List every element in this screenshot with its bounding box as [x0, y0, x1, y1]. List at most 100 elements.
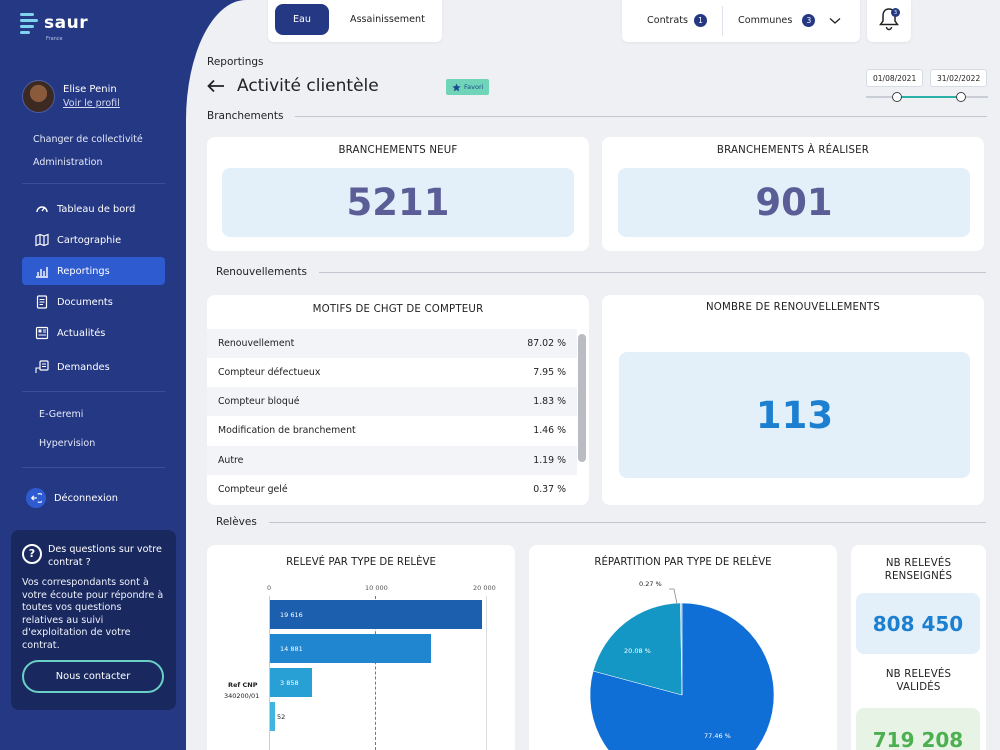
- kpi-value: 901: [618, 168, 970, 237]
- row-label: Renouvellement: [218, 338, 295, 349]
- row-value: 1.83 %: [533, 396, 566, 407]
- table-scrollbar[interactable]: [578, 334, 586, 462]
- user-name: Elise Penin: [63, 84, 117, 95]
- date-slider-start-handle[interactable]: [892, 92, 902, 102]
- toggle-assainissement[interactable]: Assainissement: [350, 14, 425, 25]
- brand-name: saur: [44, 13, 89, 33]
- bar-value-label: 3 858: [280, 678, 299, 687]
- notifications-button[interactable]: 3: [867, 0, 911, 42]
- date-end[interactable]: 31/02/2022: [930, 69, 988, 87]
- nav-tableau-de-bord[interactable]: Tableau de bord: [22, 195, 165, 223]
- kpi-card-nb-renouvellements: NOMBRE DE RENOUVELLEMENTS 113: [602, 295, 984, 505]
- question-icon: ?: [22, 544, 42, 564]
- divider: [22, 183, 165, 184]
- chart-title: RÉPARTITION PAR TYPE DE RELÈVE: [594, 557, 772, 568]
- y-group-sublabel: 340200/01: [224, 692, 260, 700]
- card-title: NOMBRE DE RENOUVELLEMENTS: [705, 302, 881, 313]
- y-axis-line: [269, 596, 270, 750]
- filter-label: Communes: [738, 15, 793, 26]
- brand-country: France: [46, 36, 63, 42]
- row-label: Compteur défectueux: [218, 367, 321, 378]
- chart-title: RELEVÉ PAR TYPE DE RELÈVE: [286, 557, 436, 568]
- notification-badge: 3: [891, 8, 900, 17]
- card-title: BRANCHEMENTS NEUF: [338, 145, 458, 156]
- kpi-card-branchements-neuf: BRANCHEMENTS NEUF 5211: [207, 137, 589, 251]
- bar[interactable]: 52: [270, 702, 285, 731]
- pie-label: 20.08 %: [624, 647, 651, 655]
- nav-actualites[interactable]: Actualités: [22, 319, 165, 347]
- section-title: Branchements: [207, 110, 284, 122]
- x-tick-label: 20 000: [473, 584, 496, 592]
- pie-label: 0.27 %: [639, 580, 662, 588]
- bar[interactable]: 19 616: [270, 600, 482, 629]
- water-toggle: Eau Assainissement: [268, 0, 442, 42]
- communes-filter[interactable]: Communes 3: [738, 14, 841, 27]
- change-collectivite-link[interactable]: Changer de collectivité: [33, 134, 143, 145]
- nav-cartographie[interactable]: Cartographie: [22, 226, 165, 254]
- nav-label: Documents: [57, 296, 113, 308]
- section-renouvellements: Renouvellements: [216, 266, 986, 278]
- gauge-icon: [35, 202, 49, 216]
- nav-documents[interactable]: Documents: [22, 288, 165, 316]
- bar-value-label: 52: [277, 712, 286, 721]
- brand-logo[interactable]: saur: [20, 12, 88, 34]
- x-tick-label: 0: [267, 584, 272, 592]
- bar-value-label: 19 616: [280, 610, 303, 619]
- map-icon: [35, 233, 49, 247]
- hypervision-link[interactable]: Hypervision: [39, 438, 96, 449]
- contracts-filter[interactable]: Contrats 1: [647, 14, 707, 27]
- bar[interactable]: 14 881: [270, 634, 431, 663]
- nav-label: Actualités: [57, 327, 106, 339]
- kpi-value: 113: [619, 352, 970, 478]
- table-row: Compteur bloqué 1.83 %: [207, 387, 577, 416]
- x-tick-label: 10 000: [365, 584, 388, 592]
- contact-button[interactable]: Nous contacter: [22, 660, 164, 693]
- filter-bar: Contrats 1 Communes 3: [622, 0, 860, 42]
- profile-link[interactable]: Voir le profil: [63, 98, 120, 109]
- table-row: Renouvellement 87.02 %: [207, 329, 577, 358]
- row-value: 1.19 %: [533, 455, 566, 466]
- date-start[interactable]: 01/08/2021: [866, 69, 924, 87]
- star-icon: [452, 82, 461, 91]
- nav-reportings[interactable]: Reportings: [22, 257, 165, 285]
- card-title: NB RELEVÉS VALIDÉS: [885, 669, 952, 693]
- saur-logo-icon: [20, 12, 38, 34]
- date-slider-end-handle[interactable]: [956, 92, 966, 102]
- row-value: 1.46 %: [533, 425, 566, 436]
- count-badge: 1: [694, 14, 707, 27]
- logout-button[interactable]: Déconnexion: [22, 484, 165, 512]
- leader-line: [669, 588, 678, 605]
- kpi-card-branchements-realiser: BRANCHEMENTS À RÉALISER 901: [602, 137, 984, 251]
- gridline: [375, 596, 376, 750]
- breadcrumb[interactable]: Reportings: [207, 56, 264, 68]
- divider: [722, 6, 723, 36]
- card-title: NB RELEVÉS RENSEIGNÉS: [884, 558, 953, 582]
- bar[interactable]: 3 858: [270, 668, 312, 697]
- table-row: Autre 1.19 %: [207, 446, 577, 475]
- section-title: Relèves: [216, 516, 257, 528]
- nav-label: Cartographie: [57, 234, 122, 246]
- row-label: Autre: [218, 455, 244, 466]
- nav-label: Reportings: [57, 265, 110, 277]
- chevron-down-icon: [829, 17, 841, 24]
- row-label: Modification de branchement: [218, 425, 356, 436]
- pie-slice[interactable]: [589, 602, 775, 750]
- avatar[interactable]: [22, 80, 55, 113]
- administration-link[interactable]: Administration: [33, 157, 103, 168]
- nav-label: Tableau de bord: [57, 203, 136, 215]
- favorite-button[interactable]: Favori: [446, 79, 490, 95]
- toggle-eau[interactable]: Eau: [275, 4, 329, 35]
- table-row: Compteur gelé 0.37 %: [207, 475, 577, 504]
- help-text: Vos correspondants sont à votre écoute p…: [22, 577, 164, 651]
- nav-demandes[interactable]: Demandes: [22, 353, 165, 381]
- pie-chart: [589, 588, 775, 750]
- pie-slice[interactable]: [680, 602, 683, 696]
- help-card: ? Des questions sur votre contrat ? Vos …: [11, 530, 176, 710]
- back-arrow-icon[interactable]: [207, 79, 225, 93]
- pie-slice[interactable]: [592, 602, 683, 696]
- row-label: Compteur bloqué: [218, 396, 300, 407]
- pie-label: 77.46 %: [704, 732, 731, 740]
- kpi-value: 808 450: [856, 593, 980, 654]
- egeremi-link[interactable]: E-Geremi: [39, 409, 84, 420]
- news-icon: [35, 326, 49, 340]
